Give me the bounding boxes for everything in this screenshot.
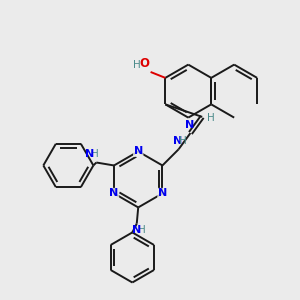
- Text: H: H: [208, 113, 215, 123]
- Text: N: N: [134, 146, 143, 157]
- Text: N: N: [185, 120, 194, 130]
- Text: H: H: [179, 136, 187, 146]
- Text: N: N: [85, 149, 94, 159]
- Text: N: N: [132, 225, 142, 235]
- Text: N: N: [110, 188, 118, 198]
- Text: H: H: [134, 60, 141, 70]
- Text: N: N: [158, 188, 167, 198]
- Text: H: H: [138, 225, 146, 235]
- Text: H: H: [91, 149, 99, 159]
- Text: N: N: [172, 136, 182, 146]
- Text: O: O: [139, 57, 149, 70]
